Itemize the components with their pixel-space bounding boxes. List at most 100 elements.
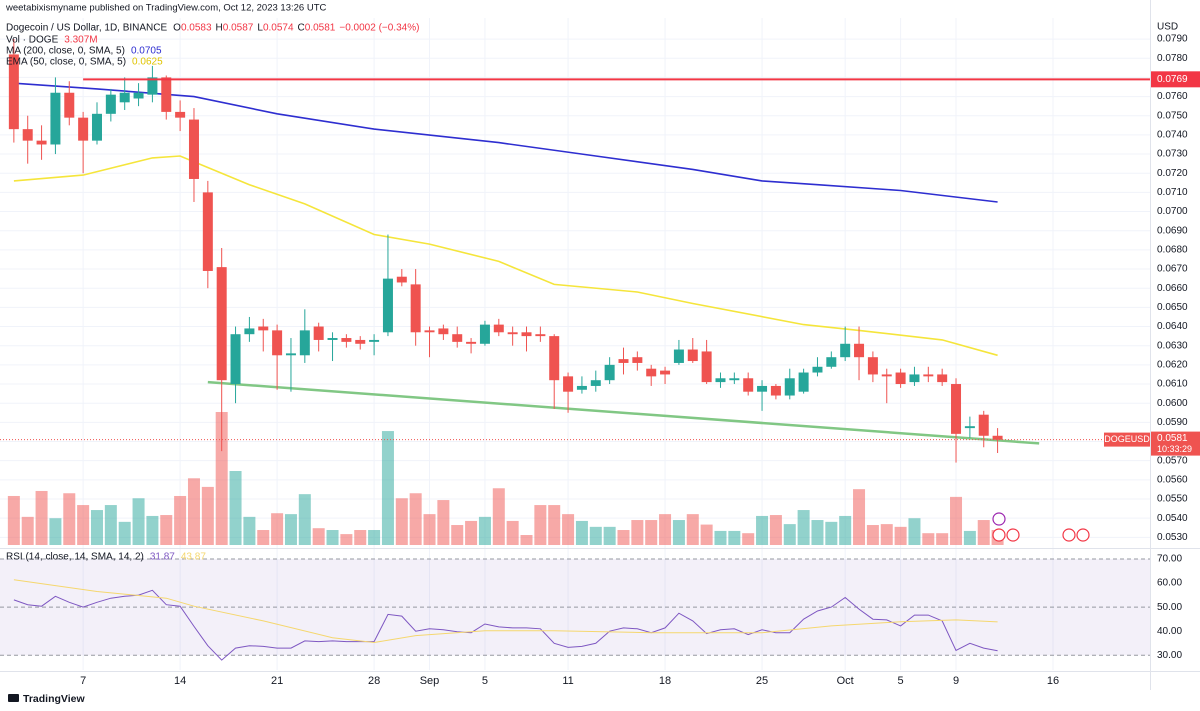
candle-body bbox=[175, 111, 186, 118]
legend-text: 0.0587 bbox=[223, 23, 254, 34]
y-tick-label: 0.0740 bbox=[1157, 130, 1188, 141]
candle-body bbox=[133, 92, 144, 99]
brand-logo bbox=[8, 694, 19, 702]
volume-bar bbox=[174, 495, 187, 545]
candle-body bbox=[119, 92, 130, 103]
volume-bar bbox=[340, 534, 353, 545]
volume-bar bbox=[492, 488, 505, 545]
candle-body bbox=[563, 376, 574, 392]
legend-text: EMA (50, close, 0, SMA, 5) bbox=[6, 57, 126, 68]
volume-bar bbox=[229, 471, 242, 545]
candle-body bbox=[770, 385, 781, 396]
volume-bar bbox=[409, 493, 422, 545]
candle-body bbox=[382, 278, 393, 333]
volume-bar bbox=[257, 530, 270, 545]
candle-body bbox=[964, 426, 975, 429]
candle-body bbox=[798, 372, 809, 392]
candle-body bbox=[673, 349, 684, 363]
candle-body bbox=[646, 368, 657, 377]
y-tick-label: 0.0640 bbox=[1157, 321, 1188, 332]
x-tick-label: Oct bbox=[837, 675, 854, 687]
legend-text: Vol · DOGE bbox=[6, 35, 59, 46]
y-tick-label: 0.0700 bbox=[1157, 206, 1188, 217]
legend-text: 0.0574 bbox=[263, 23, 294, 34]
volume-bar bbox=[853, 489, 866, 545]
volume-bar bbox=[534, 505, 547, 545]
y-tick-label: 0.0590 bbox=[1157, 417, 1188, 428]
legend-text: Dogecoin / US Dollar, 1D, BINANCE bbox=[6, 23, 168, 34]
y-tick-label: 0.0730 bbox=[1157, 149, 1188, 160]
volume-bar bbox=[672, 520, 685, 545]
legend-text: 43.87 bbox=[181, 552, 206, 563]
candle-body bbox=[881, 374, 892, 377]
legend-text: MA (200, close, 0, SMA, 5) bbox=[6, 46, 125, 57]
y-tick-label: 0.0570 bbox=[1157, 455, 1188, 466]
candle-body bbox=[826, 357, 837, 367]
candle-body bbox=[521, 332, 532, 337]
volume-bar bbox=[7, 495, 20, 545]
candle-body bbox=[992, 435, 1003, 440]
candle-body bbox=[576, 385, 587, 390]
rsi-tick-label: 70.00 bbox=[1157, 554, 1182, 565]
volume-bar bbox=[63, 493, 76, 545]
candle-body bbox=[341, 338, 352, 342]
volume-bar bbox=[977, 520, 990, 545]
volume-bar bbox=[354, 530, 367, 545]
rsi-tick-label: 60.00 bbox=[1157, 578, 1182, 589]
candle-body bbox=[299, 330, 310, 356]
candle-body bbox=[438, 328, 449, 335]
volume-bar bbox=[271, 513, 284, 545]
candle-body bbox=[230, 334, 241, 385]
volume-bar bbox=[575, 520, 588, 545]
volume-bar bbox=[659, 514, 672, 545]
volume-bar bbox=[950, 496, 963, 545]
candle-body bbox=[590, 380, 601, 386]
current-price-box bbox=[1151, 431, 1200, 456]
volume-bar bbox=[714, 530, 727, 545]
x-tick-label: 11 bbox=[562, 675, 573, 687]
volume-bar bbox=[562, 514, 575, 545]
candle-body bbox=[8, 54, 19, 130]
candle-body bbox=[923, 374, 934, 377]
candle-body bbox=[784, 378, 795, 396]
candle-body bbox=[549, 336, 560, 381]
legend-text: 3.307M bbox=[64, 35, 97, 46]
candle-body bbox=[854, 343, 865, 358]
rsi-tick-label: 30.00 bbox=[1157, 650, 1182, 661]
y-tick-label: 0.0760 bbox=[1157, 91, 1188, 102]
candle-body bbox=[50, 92, 61, 145]
volume-bar bbox=[395, 498, 408, 545]
volume-bar bbox=[769, 515, 782, 545]
candle-body bbox=[867, 357, 878, 375]
candle-body bbox=[216, 267, 227, 381]
rsi-tick-label: 40.00 bbox=[1157, 626, 1182, 637]
legend-text: 0.0581 bbox=[305, 23, 336, 34]
volume-bar bbox=[49, 518, 62, 545]
price-label-box bbox=[1151, 71, 1200, 88]
volume-bar bbox=[908, 518, 921, 545]
volume-bar bbox=[866, 525, 879, 545]
currency-label: USD bbox=[1157, 22, 1178, 33]
y-tick-label: 0.0750 bbox=[1157, 110, 1188, 121]
legend-text: C bbox=[298, 23, 305, 34]
y-tick-label: 0.0780 bbox=[1157, 53, 1188, 64]
candle-body bbox=[812, 366, 823, 373]
volume-bar bbox=[756, 515, 769, 545]
volume-bar bbox=[326, 530, 339, 545]
legend-text: 0.0705 bbox=[131, 46, 162, 57]
volume-bar bbox=[90, 510, 103, 545]
candle-body bbox=[840, 343, 851, 358]
candle-body bbox=[757, 385, 768, 392]
y-tick-label: 0.0660 bbox=[1157, 283, 1188, 294]
volume-bar bbox=[686, 514, 699, 545]
symbol-box bbox=[1104, 432, 1150, 447]
candle-body bbox=[660, 370, 671, 375]
x-tick-label: 16 bbox=[1047, 675, 1059, 687]
volume-bar bbox=[381, 431, 394, 545]
candle-body bbox=[951, 384, 962, 434]
y-tick-label: 0.0710 bbox=[1157, 187, 1188, 198]
candle-body bbox=[355, 339, 366, 344]
x-tick-label: 5 bbox=[482, 675, 488, 687]
legend-text: 31.87 bbox=[150, 552, 175, 563]
volume-bar bbox=[783, 524, 796, 545]
